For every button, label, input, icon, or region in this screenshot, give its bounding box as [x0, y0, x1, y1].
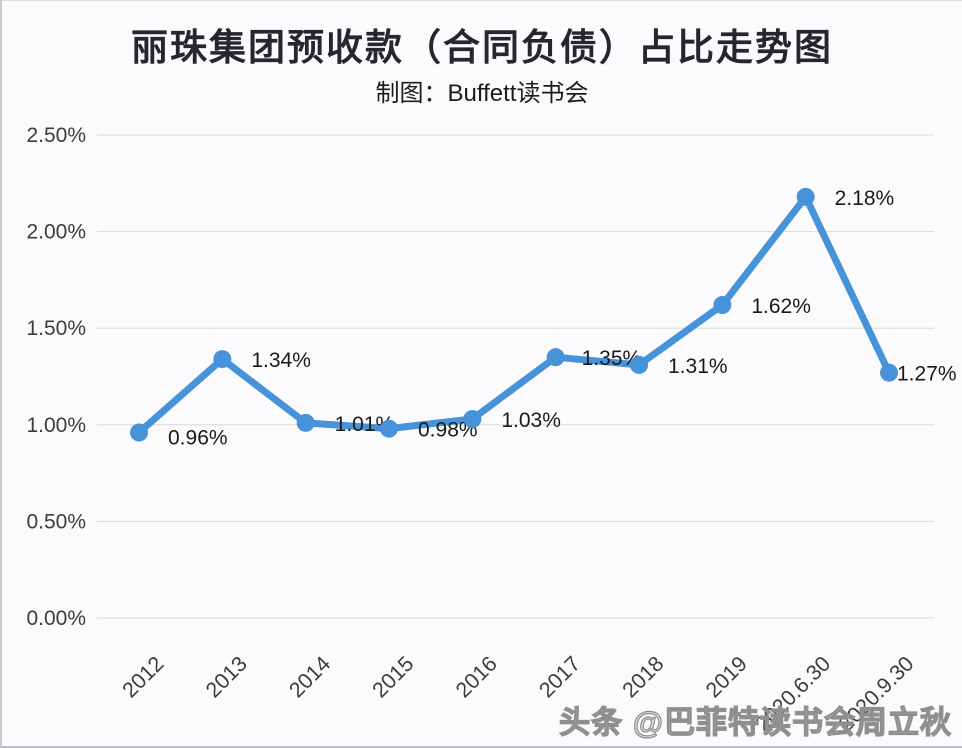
- x-axis-tick-label: 2019: [701, 652, 752, 703]
- data-point-label: 1.27%: [897, 363, 957, 386]
- data-point-label: 1.34%: [251, 349, 311, 372]
- data-point-marker: [713, 296, 732, 315]
- x-axis-tick-label: 2016: [451, 652, 502, 703]
- x-axis-tick-label: 2018: [618, 652, 669, 703]
- data-point-label: 0.98%: [418, 419, 478, 442]
- x-axis-tick-label: 2017: [534, 652, 585, 703]
- data-point-marker: [880, 363, 898, 382]
- x-axis-tick-label: 2013: [201, 652, 252, 703]
- data-point-label: 1.31%: [668, 355, 728, 378]
- data-point-marker: [213, 350, 232, 369]
- data-point-label: 1.01%: [335, 413, 395, 436]
- x-axis-tick-label: 2015: [368, 652, 419, 703]
- data-point-marker: [546, 348, 565, 367]
- y-axis-tick-label: 1.00%: [26, 414, 86, 437]
- data-point-label: 1.35%: [582, 347, 642, 370]
- data-point-label: 0.96%: [168, 427, 228, 450]
- data-point-label: 2.18%: [835, 187, 895, 210]
- y-axis-tick-label: 1.50%: [26, 317, 86, 340]
- data-point-label: 1.62%: [751, 295, 811, 318]
- data-point-marker: [380, 419, 398, 438]
- chart-subtitle: 制图：Buffett读书会: [375, 80, 589, 107]
- data-point-marker: [630, 355, 648, 374]
- data-point-marker: [130, 423, 148, 442]
- x-axis-tick-label: 2014: [284, 652, 335, 703]
- data-point-marker: [796, 187, 815, 206]
- x-axis-tick-label: 2012: [118, 652, 169, 703]
- chart-title: 丽珠集团预收款（合同负债）占比走势图: [131, 28, 833, 69]
- data-point-label: 1.03%: [501, 409, 561, 432]
- watermark-text: 头条 @巴菲特读书会周立秋: [559, 704, 952, 740]
- y-axis-tick-label: 0.50%: [26, 510, 86, 533]
- data-point-marker: [296, 413, 315, 432]
- y-axis-tick-label: 0.00%: [26, 607, 86, 630]
- y-axis-tick-label: 2.50%: [26, 124, 86, 147]
- data-point-marker: [463, 410, 482, 429]
- trend-line: [135, 193, 893, 437]
- y-axis-tick-label: 2.00%: [26, 221, 86, 244]
